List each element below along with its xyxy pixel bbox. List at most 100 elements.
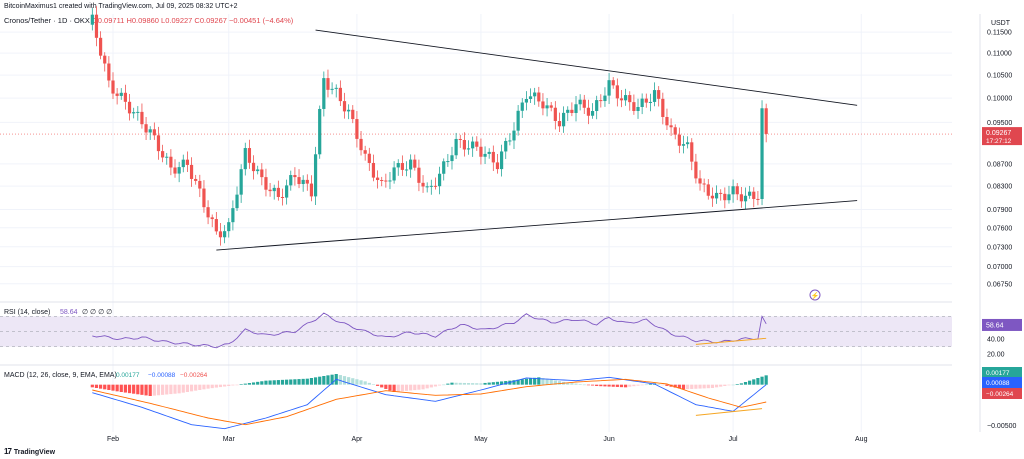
candle-body xyxy=(115,93,119,96)
candle-body xyxy=(384,180,388,182)
axes: Feb Mar Apr May Jun Jul Aug 0.11500 0.11000 0.105… xyxy=(107,14,1022,443)
tradingview-icon: 17 xyxy=(4,447,12,456)
macd-histogram-bar xyxy=(727,384,731,386)
candle-body xyxy=(388,180,392,182)
candle-body xyxy=(636,106,640,111)
macd-histogram-bar xyxy=(355,379,359,385)
macd-histogram-bar xyxy=(566,382,570,385)
candle-body xyxy=(136,111,140,113)
macd-histogram-bar xyxy=(520,379,524,385)
candle-body xyxy=(417,167,421,183)
candle-body xyxy=(313,154,318,197)
macd-histogram-bar xyxy=(351,378,355,385)
candle-body xyxy=(628,95,632,103)
macd-histogram-bar xyxy=(582,384,586,386)
candle-body xyxy=(239,169,243,195)
candle-body xyxy=(557,121,562,127)
candle-body xyxy=(549,105,553,108)
candle-body xyxy=(161,151,165,158)
macd-histogram-bar xyxy=(231,384,235,386)
candle-body xyxy=(603,95,607,102)
y-tick-label: 0.07900 xyxy=(987,207,1012,214)
candle-body xyxy=(272,187,276,192)
candle-body xyxy=(375,177,380,181)
candle-body xyxy=(185,159,190,165)
candle-body xyxy=(223,231,227,238)
candle-body xyxy=(723,193,727,201)
tradingview-logo[interactable]: 17 TradingView xyxy=(4,447,55,456)
x-tick-label: Apr xyxy=(351,436,363,443)
candle-body xyxy=(425,186,429,188)
macd-histogram-bar xyxy=(198,384,202,390)
macd-histogram-bar xyxy=(140,384,144,395)
macd-histogram-bar xyxy=(409,384,413,391)
candle-body xyxy=(318,108,322,155)
macd-histogram-bar xyxy=(557,381,562,385)
rsi-legend-tail: ∅ ∅ ∅ ∅ xyxy=(82,309,112,316)
macd-histogram-bar xyxy=(677,384,681,389)
macd-histogram-bar xyxy=(479,383,483,385)
macd-histogram-bar xyxy=(115,384,119,392)
macd-histogram-bar xyxy=(359,380,363,385)
alert-icon xyxy=(809,289,821,301)
candle-body xyxy=(727,194,731,201)
currency-label: USDT xyxy=(990,20,1010,27)
macd-histogram-bar xyxy=(764,375,768,385)
macd-histogram-bar xyxy=(661,384,665,386)
candle-body xyxy=(206,207,210,218)
candle-body xyxy=(243,148,247,170)
candle-body xyxy=(421,182,425,187)
macd-histogram-bar xyxy=(363,381,367,385)
macd-histogram-bar xyxy=(272,380,276,385)
rsi-value-label: 58.64 xyxy=(986,322,1004,329)
candle-body xyxy=(644,98,648,103)
triangle-upper-line xyxy=(315,29,858,106)
macd-histogram-bar xyxy=(495,381,500,385)
macd-histogram-bar xyxy=(223,384,227,387)
candle-body xyxy=(264,177,268,190)
macd-histogram-bar xyxy=(458,382,462,385)
candle-body xyxy=(545,105,549,109)
candle-body xyxy=(107,63,111,81)
macd-histogram-bar xyxy=(537,377,541,385)
candle-body xyxy=(119,92,123,96)
macd-value-badge xyxy=(982,367,1022,378)
y-tick-label: 0.11500 xyxy=(987,30,1012,37)
macd-histogram-bar xyxy=(446,383,450,385)
candle-body xyxy=(202,188,206,208)
macd-histogram-bar xyxy=(400,384,404,392)
symbol-legend[interactable]: Cronos/Tether · 1D · OKX O0.09711 H0.098… xyxy=(4,16,293,25)
macd-histogram-bar xyxy=(404,384,409,391)
macd-histogram-bar xyxy=(293,379,297,385)
macd-histogram-bar xyxy=(471,383,475,385)
candle-body xyxy=(611,80,615,86)
candle-body xyxy=(400,163,404,170)
candle-body xyxy=(301,179,305,185)
macd-value-label: 0.00177 xyxy=(986,370,1010,377)
candle-body xyxy=(590,111,595,116)
candle-body xyxy=(189,164,194,179)
macd-value-badge xyxy=(982,377,1022,388)
rsi-line xyxy=(92,312,767,349)
macd-histogram-bar xyxy=(429,384,433,388)
macd-histogram-bar xyxy=(189,384,194,392)
macd-legend-value: −0.00264 xyxy=(180,372,208,379)
macd-histogram-bar xyxy=(280,379,285,385)
macd-histogram-bar xyxy=(136,384,140,395)
x-tick-label: Jun xyxy=(603,436,614,443)
macd-value-label: −0.00264 xyxy=(986,391,1014,398)
macd-histogram-bar xyxy=(541,378,545,385)
author-line: BitcoinMaximus1 created with TradingView… xyxy=(4,3,238,10)
macd-histogram-bar xyxy=(756,378,760,385)
rsi-divergence-line xyxy=(695,337,767,345)
macd-histogram-bar xyxy=(648,383,653,385)
macd-histogram-bar xyxy=(586,384,591,386)
macd-histogram-bar xyxy=(289,379,293,385)
candle-body xyxy=(198,180,202,189)
triangle-lines: ⚡ xyxy=(216,29,858,301)
x-tick-label: Mar xyxy=(223,436,236,443)
macd-histogram-bar xyxy=(309,378,314,385)
macd-histogram-bar xyxy=(165,384,169,395)
y-tick-label: 0.10500 xyxy=(987,73,1012,80)
